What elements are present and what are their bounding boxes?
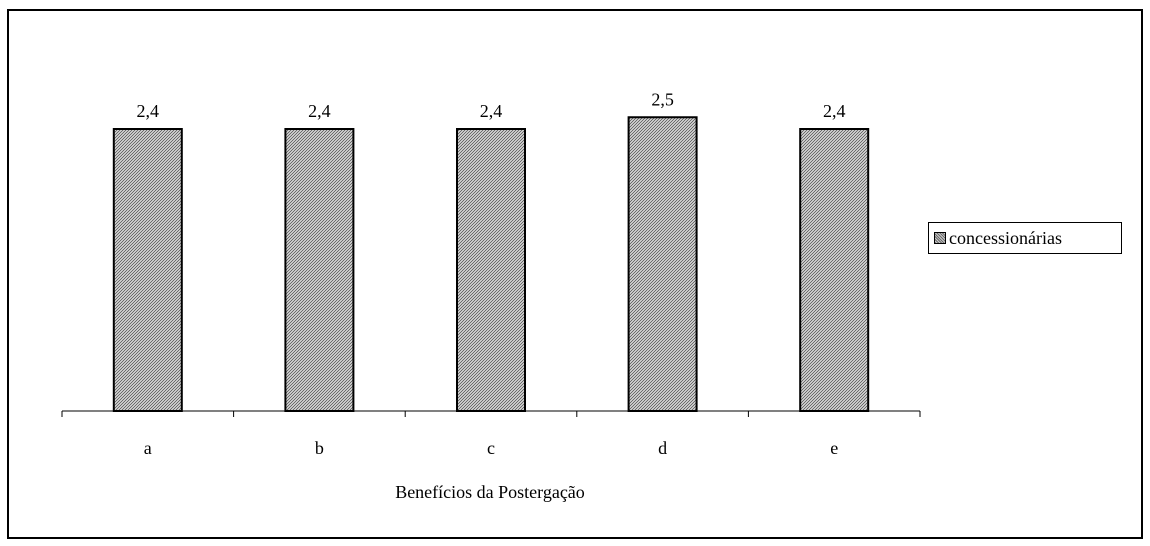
x-tick-label-b: b [315,438,324,458]
bar-d [627,116,698,412]
legend-swatch [934,232,946,244]
data-label-e: 2,4 [823,101,846,121]
bars-layer: 2,4 2,4 2,4 2,5 2,4 [112,89,870,412]
x-axis-ticks: a b c d e [61,411,921,458]
data-label-a: 2,4 [137,101,160,121]
x-tick-label-e: e [830,438,838,458]
bar-b [284,128,355,412]
x-axis-title: Benefícios da Postergação [395,482,585,502]
x-tick-label-c: c [487,438,495,458]
bar-c [456,128,526,412]
bar-e [799,128,870,412]
x-tick-label-a: a [144,438,152,458]
legend: concessionárias [928,222,1122,254]
x-tick-label-d: d [658,438,667,458]
data-label-b: 2,4 [308,101,331,121]
chart-frame [7,9,1143,539]
data-label-d: 2,5 [651,89,674,109]
data-label-c: 2,4 [480,101,503,121]
bar-a [112,128,183,412]
legend-label: concessionárias [949,227,1062,248]
